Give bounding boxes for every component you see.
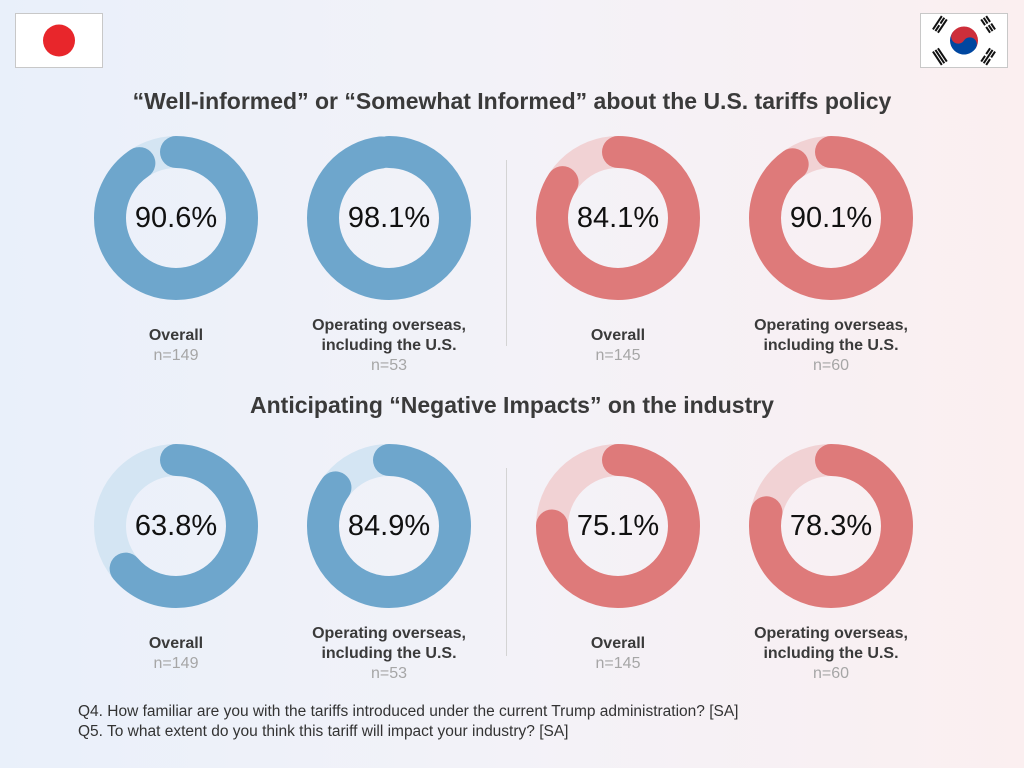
donut-percentage: 84.9% <box>347 509 431 542</box>
donut-caption: Operating overseas, including the U.S. n=5… <box>294 316 484 376</box>
donut-svg <box>94 444 258 608</box>
donut-caption: Operating overseas, including the U.S. n=6… <box>736 316 926 376</box>
sample-size: n=53 <box>370 357 408 374</box>
country-divider <box>506 160 507 346</box>
sample-size: n=149 <box>153 655 199 672</box>
donut-label: Operating overseas, <box>312 317 466 334</box>
donut-label: Operating overseas, <box>754 317 908 334</box>
sample-size: n=53 <box>370 665 408 682</box>
donut-caption: Overall n=149 <box>81 326 271 366</box>
donut-svg <box>536 136 700 300</box>
donut-label: Overall <box>590 327 646 344</box>
donut-chart: 98.1% <box>301 130 477 306</box>
footnote-q5: Q5. To what extent do you think this tar… <box>78 723 569 740</box>
donut-percentage: 75.1% <box>576 509 660 542</box>
section-title-informed: “Well-informed” or “Somewhat Informed” a… <box>132 88 892 114</box>
donut-label: including the U.S. <box>321 645 457 662</box>
donut-svg <box>307 136 471 300</box>
donut-percentage: 90.6% <box>134 201 218 234</box>
donut-caption: Overall n=149 <box>81 634 271 674</box>
donut-svg <box>749 444 913 608</box>
donut-label: Overall <box>590 635 646 652</box>
country-divider <box>506 468 507 656</box>
donut-svg <box>307 444 471 608</box>
donut-chart: 84.1% <box>530 130 706 306</box>
donut-label: Overall <box>148 635 204 652</box>
donut-label: Operating overseas, <box>754 625 908 642</box>
sample-size: n=60 <box>812 665 850 682</box>
donut-label: including the U.S. <box>321 337 457 354</box>
donut-chart: 90.6% <box>88 130 264 306</box>
footnote-q4: Q4. How familiar are you with the tariff… <box>78 703 739 720</box>
donut-svg <box>536 444 700 608</box>
donut-chart: 75.1% <box>530 438 706 614</box>
donut-percentage: 84.1% <box>576 201 660 234</box>
donut-percentage: 78.3% <box>789 509 873 542</box>
donut-value-arc <box>94 136 258 300</box>
donut-svg <box>94 136 258 300</box>
donut-value-arc <box>749 136 913 300</box>
sample-size: n=145 <box>595 347 641 364</box>
donut-value-arc <box>307 136 471 300</box>
section-title-negative-impacts: Anticipating “Negative Impacts” on the i… <box>250 392 774 418</box>
donut-label: including the U.S. <box>763 645 899 662</box>
donut-label: Overall <box>148 327 204 344</box>
donut-value-arc <box>536 136 700 300</box>
donut-caption: Overall n=145 <box>523 326 713 366</box>
donut-percentage: 90.1% <box>789 201 873 234</box>
donut-label: Operating overseas, <box>312 625 466 642</box>
donut-percentage: 63.8% <box>134 509 218 542</box>
donut-value-arc <box>536 444 700 608</box>
donut-chart: 84.9% <box>301 438 477 614</box>
donut-percentage: 98.1% <box>347 201 431 234</box>
donut-value-arc <box>94 444 258 608</box>
donut-chart: 63.8% <box>88 438 264 614</box>
donut-value-arc <box>307 444 471 608</box>
sample-size: n=60 <box>812 357 850 374</box>
donut-chart: 90.1% <box>743 130 919 306</box>
japan-flag-icon <box>15 13 103 68</box>
donut-caption: Operating overseas, including the U.S. n=5… <box>294 624 484 684</box>
donut-label: including the U.S. <box>763 337 899 354</box>
sample-size: n=145 <box>595 655 641 672</box>
south-korea-flag-icon <box>920 13 1008 68</box>
donut-svg <box>749 136 913 300</box>
donut-chart: 78.3% <box>743 438 919 614</box>
donut-value-arc <box>749 444 913 608</box>
donut-caption: Overall n=145 <box>523 634 713 674</box>
sample-size: n=149 <box>153 347 199 364</box>
donut-caption: Operating overseas, including the U.S. n=6… <box>736 624 926 684</box>
